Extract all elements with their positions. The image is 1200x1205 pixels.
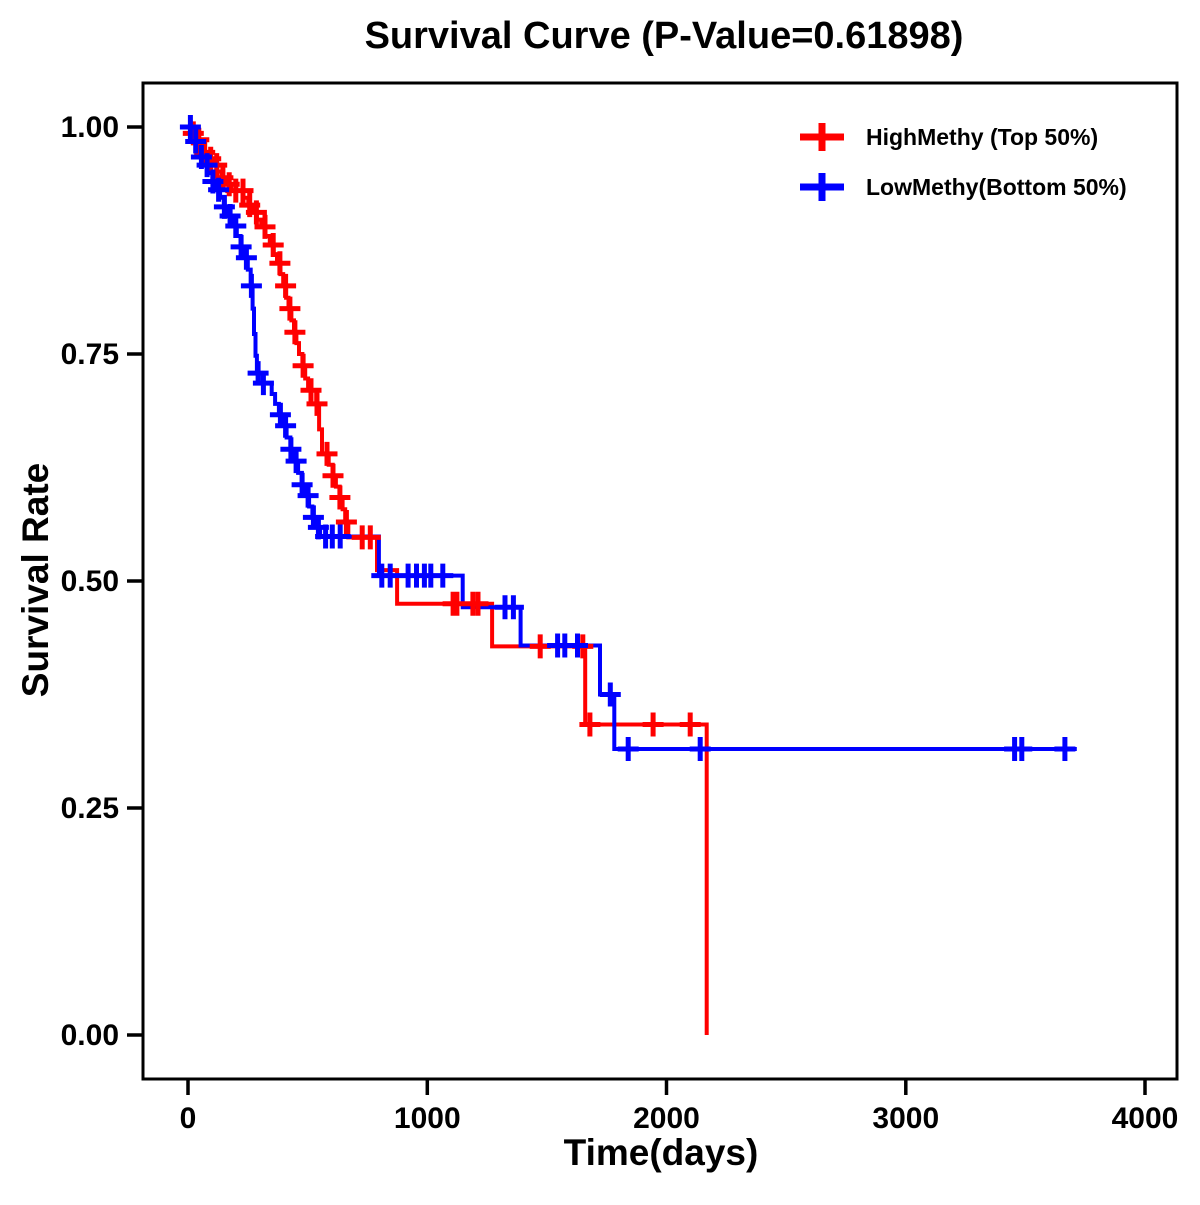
- x-tick-label: 0: [180, 1102, 197, 1135]
- y-axis-label: Survival Rate: [15, 463, 56, 697]
- legend: HighMethy (Top 50%) LowMethy(Bottom 50%): [800, 123, 1127, 201]
- survival-curves: [188, 125, 1077, 1035]
- legend-label-lowmethy: LowMethy(Bottom 50%): [866, 174, 1127, 200]
- censor-marks: [179, 115, 1076, 761]
- y-tick-label: 1.00: [61, 111, 119, 144]
- y-tick-label: 0.75: [61, 338, 119, 371]
- legend-marker-highmethy-plus-icon: [800, 123, 844, 151]
- censor-marks-highmethy: [182, 121, 701, 737]
- y-tick-label: 0.50: [61, 565, 119, 598]
- censor-marks-lowmethy: [179, 115, 1076, 761]
- chart-title: Survival Curve (P-Value=0.61898): [365, 15, 964, 57]
- y-axis-ticks: 0.00 0.25 0.50 0.75 1.00: [61, 111, 143, 1052]
- x-tick-label: 3000: [872, 1102, 939, 1135]
- legend-label-highmethy: HighMethy (Top 50%): [866, 124, 1098, 150]
- plot-border: [141, 81, 1179, 1081]
- x-tick-label: 1000: [394, 1102, 461, 1135]
- y-tick-label: 0.25: [61, 792, 119, 825]
- y-tick-label: 0.00: [61, 1019, 119, 1052]
- x-axis-ticks: 0 1000 2000 3000 4000: [180, 1079, 1179, 1135]
- x-tick-label: 2000: [633, 1102, 700, 1135]
- x-axis-label: Time(days): [564, 1132, 759, 1173]
- legend-marker-lowmethy-plus-icon: [800, 173, 844, 201]
- x-tick-label: 4000: [1112, 1102, 1179, 1135]
- curve-highmethy: [188, 125, 709, 1035]
